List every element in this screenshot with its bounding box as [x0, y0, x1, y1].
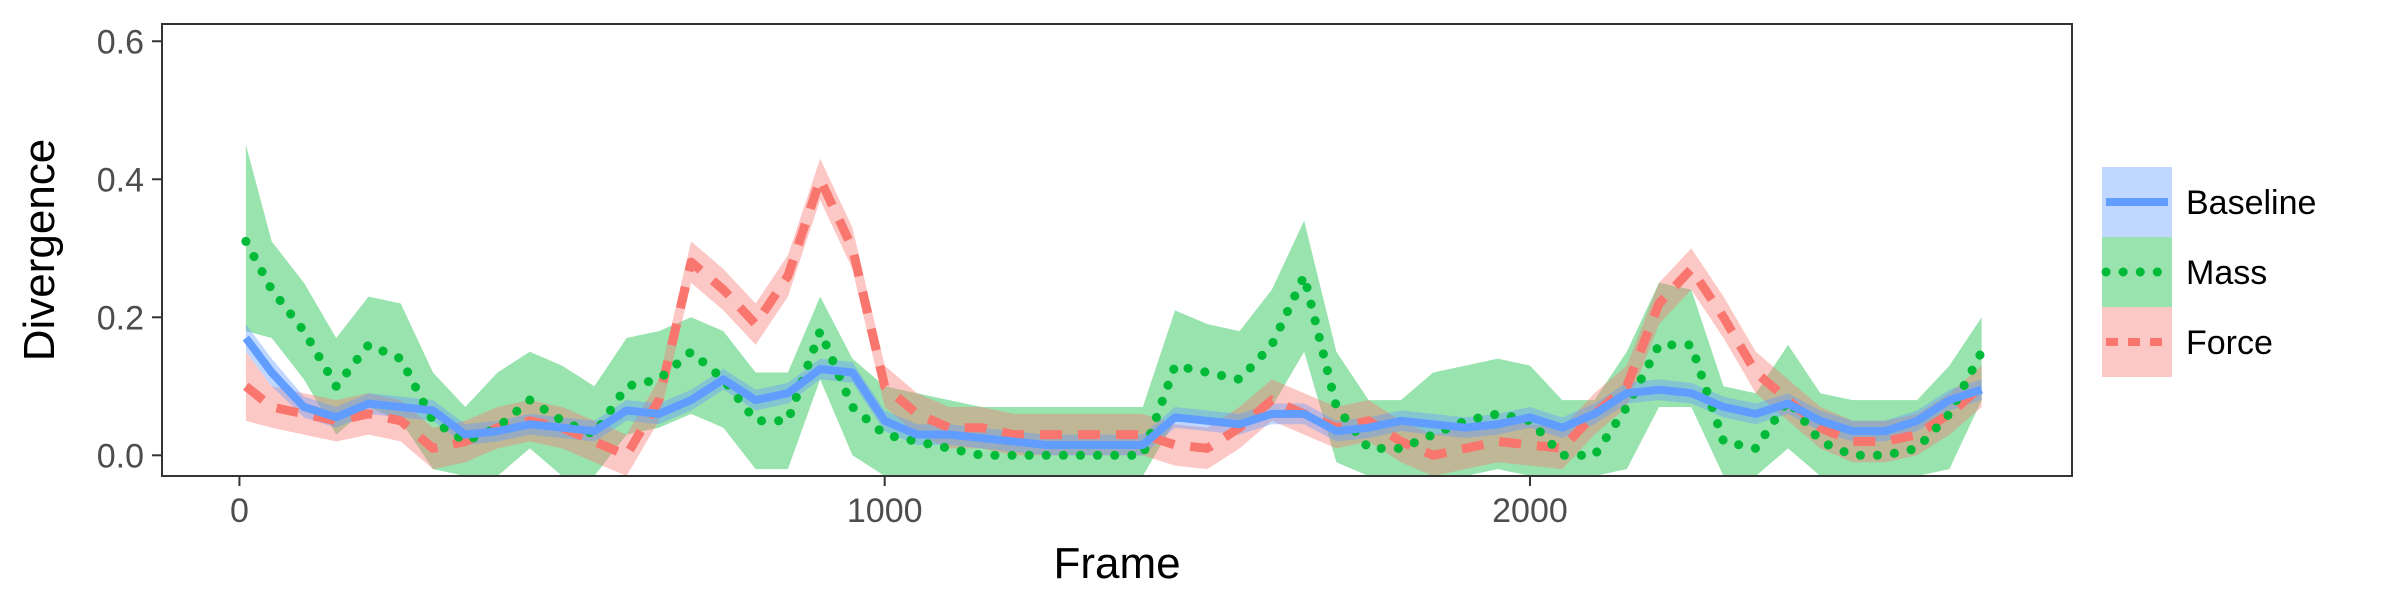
x-tick-label: 0 [230, 492, 249, 530]
y-tick-label: 0.2 [97, 299, 144, 337]
axes: 0 1000 2000 0.0 0.2 0.4 0.6 [97, 23, 1568, 530]
x-tick-label: 1000 [847, 492, 923, 530]
legend-label: Force [2186, 324, 2273, 362]
legend: Baseline Mass Force [2101, 167, 2316, 377]
y-tick-label: 0.6 [97, 23, 144, 61]
legend-item-force: Force [2102, 307, 2273, 377]
line-mass [241, 236, 1987, 460]
series-lines [241, 174, 1987, 460]
line-baseline [242, 335, 1983, 449]
band-mass [245, 144, 1982, 476]
x-axis-title: Frame [1053, 539, 1180, 588]
legend-label: Mass [2186, 254, 2267, 292]
y-tick-label: 0.4 [97, 161, 144, 199]
band-force [245, 158, 1982, 476]
y-axis-title: Divergence [15, 139, 64, 362]
y-tick-label: 0.0 [97, 437, 144, 475]
legend-item-baseline: Baseline [2102, 167, 2316, 237]
x-tick-label: 2000 [1492, 492, 1568, 530]
plot-panel-border [161, 23, 2073, 477]
legend-item-mass: Mass [2101, 237, 2267, 307]
legend-label: Baseline [2186, 184, 2316, 222]
